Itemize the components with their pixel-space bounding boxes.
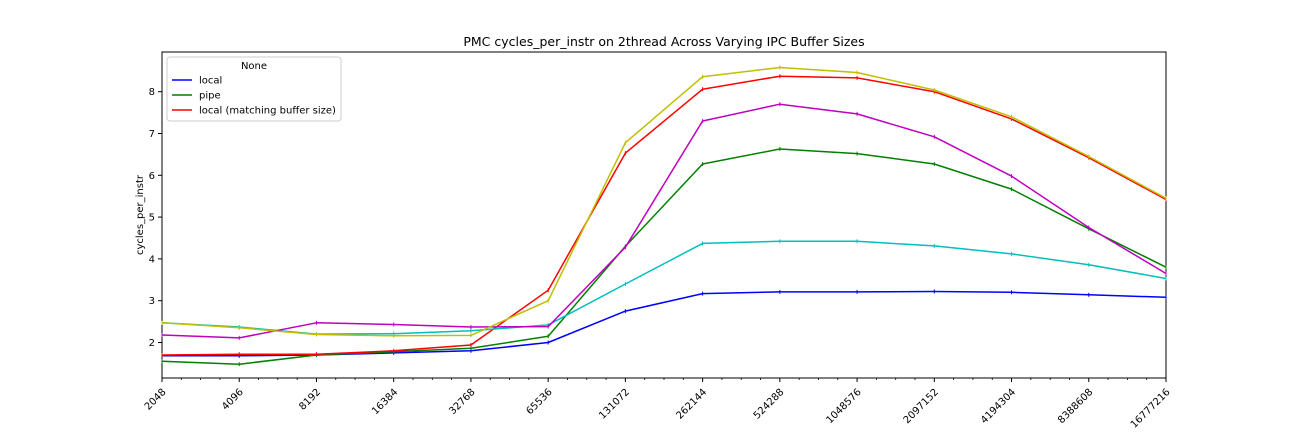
x-tick-label: 1048576 [824,387,863,426]
legend: None local pipe local (matching buffer siz… [166,56,342,122]
y-tick-label: 7 [149,129,155,140]
legend-entry-label: pipe [199,91,221,102]
x-tick-label: 16777216 [1129,387,1173,431]
series-line-4 [161,103,1167,339]
chart-title: PMC cycles_per_instr on 2thread Across V… [463,34,864,49]
x-tick-label: 4096 [220,387,246,413]
x-tick-label: 2048 [143,387,169,413]
legend-entry-label: local [199,76,222,87]
x-axis: 2048 4096 8192 16384 32768 65536 131072 262144 5… [143,378,1173,431]
x-tick-label: 65536 [525,387,555,417]
y-tick-label: 6 [149,171,155,182]
series-line-1 [161,148,1167,365]
x-tick-label: 524288 [752,387,787,422]
x-tick-label: 262144 [674,387,709,422]
x-tick-label: 8388608 [1056,387,1095,426]
x-tick-label: 2097152 [902,387,941,426]
y-tick-label: 2 [149,338,155,349]
legend-entry-label: local (matching buffer size) [199,106,336,117]
x-tick-label: 8192 [297,387,323,413]
x-tick-label: 131072 [597,387,632,422]
legend-box [166,56,342,122]
y-axis: 2 3 4 5 6 7 8 [149,87,162,349]
series-line-2 [161,75,1167,356]
y-axis-label: cycles_per_instr [135,174,146,255]
series-line-5 [161,66,1167,337]
legend-entries: local pipe local (matching buffer size) [172,76,336,117]
y-tick-label: 3 [149,296,155,307]
y-tick-label: 8 [149,87,155,98]
x-tick-label: 4194304 [979,387,1018,426]
legend-title: None [241,61,267,72]
x-tick-label: 32768 [447,387,477,417]
x-tick-label: 16384 [370,387,400,417]
series-layer [161,65,1167,367]
series-line-3 [161,240,1167,335]
y-tick-label: 5 [149,213,155,224]
y-tick-label: 4 [149,254,155,265]
